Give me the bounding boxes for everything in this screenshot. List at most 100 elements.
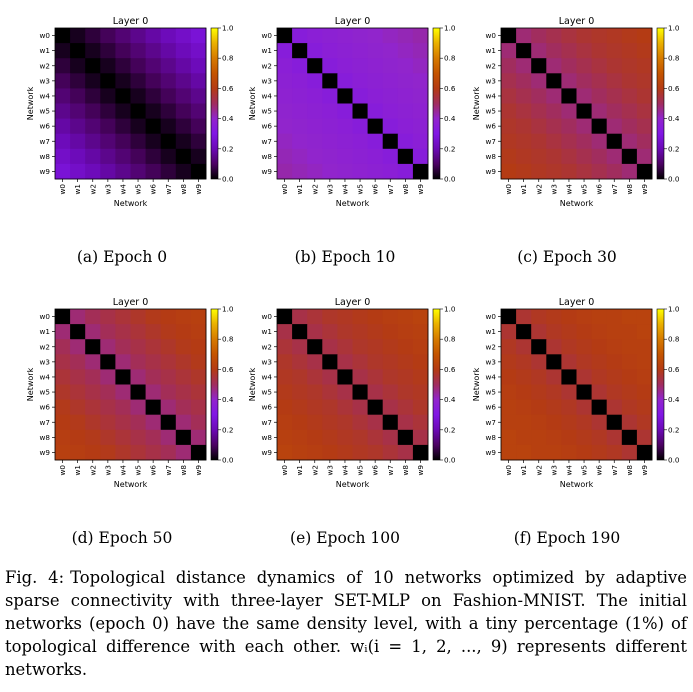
heatmap-cell-w0-w7 — [160, 28, 177, 44]
x-tick-label: w8 — [401, 184, 410, 195]
heatmap-cell-w7-w4 — [337, 133, 353, 150]
heatmap-cell-w1-w7 — [606, 324, 623, 340]
heatmap-cell-w1-w8 — [175, 43, 192, 59]
y-tick-label: w7 — [40, 137, 50, 146]
heatmap-cell-w8-w1 — [70, 148, 86, 165]
heatmap-cell-w9-w7 — [382, 163, 399, 180]
heatmap-cell-w6-w2 — [531, 118, 547, 135]
heatmap-cell-w9-w2 — [85, 444, 101, 461]
x-tick-label: w0 — [58, 184, 67, 195]
colorbar-tick-label: 0.6 — [444, 84, 456, 93]
heatmap-cell-w5-w5 — [352, 384, 368, 400]
heatmap-cell-w9-w0 — [501, 444, 517, 461]
heatmap-cell-w5-w7 — [382, 103, 399, 119]
heatmap-title: Layer 0 — [113, 297, 149, 308]
heatmap-panel-d: Layer 0 w0 w1 w2 w3 w4 w5 w6 w7 w8 w9 w0 w1 w2 w3 w4 w5 w… — [26, 297, 234, 547]
heatmap-cell-w9-w7 — [160, 444, 177, 461]
heatmap-cell-w8-w9 — [190, 148, 207, 165]
heatmap-cell-w6-w0 — [501, 118, 517, 135]
colorbar-tick-label: 0.8 — [222, 335, 234, 344]
heatmap-cell-w8-w8 — [397, 148, 414, 165]
heatmap-cell-w1-w5 — [130, 43, 146, 59]
heatmap-cell-w8-w5 — [352, 429, 368, 446]
heatmap-cell-w2-w3 — [546, 339, 562, 355]
heatmap-cell-w5-w4 — [337, 103, 353, 119]
heatmap-cell-w8-w0 — [501, 148, 517, 165]
heatmap-cell-w8-w8 — [175, 148, 192, 165]
heatmap-cell-w2-w9 — [636, 58, 653, 74]
heatmap-cell-w6-w2 — [85, 399, 101, 416]
heatmap-cell-w6-w4 — [337, 399, 353, 416]
heatmap-cell-w7-w8 — [397, 414, 414, 431]
x-tick-label: w2 — [310, 465, 319, 475]
heatmap-cell-w9-w1 — [516, 163, 532, 180]
x-tick-label: w2 — [310, 184, 319, 194]
heatmap-cell-w2-w9 — [636, 339, 653, 355]
y-tick-label: w4 — [40, 91, 51, 100]
heatmap-cell-w1-w2 — [531, 324, 547, 340]
heatmap-cell-w3-w9 — [412, 73, 429, 89]
heatmap-cell-w1-w3 — [100, 324, 116, 340]
heatmap-cell-w0-w6 — [591, 28, 608, 44]
x-tick-label: w4 — [118, 184, 127, 195]
y-tick-label: w9 — [262, 448, 273, 457]
heatmap-cell-w8-w9 — [190, 429, 207, 446]
heatmap-cell-w9-w5 — [352, 444, 368, 461]
heatmap-cell-w8-w9 — [636, 429, 653, 446]
heatmap-cell-w3-w8 — [175, 354, 192, 370]
heatmap-cell-w5-w8 — [397, 103, 414, 119]
heatmap-cell-w4-w8 — [621, 369, 638, 385]
heatmap-cell-w4-w7 — [382, 369, 399, 385]
heatmap-cell-w6-w1 — [516, 118, 532, 135]
heatmap-cell-w5-w9 — [412, 384, 429, 400]
x-tick-label: w1 — [73, 465, 82, 475]
heatmap-cell-w9-w3 — [100, 163, 116, 180]
subfigure-caption: (b) Epoch 10 — [295, 248, 396, 266]
heatmap-cell-w7-w1 — [70, 133, 86, 150]
y-axis-label: Network — [248, 367, 257, 401]
heatmap-cell-w3-w9 — [636, 73, 653, 89]
heatmap-cell-w3-w5 — [130, 354, 146, 370]
heatmap-cell-w4-w8 — [175, 88, 192, 104]
heatmap-cell-w5-w8 — [621, 103, 638, 119]
heatmap-cell-w0-w1 — [516, 28, 532, 44]
heatmap-cell-w8-w9 — [412, 148, 429, 165]
colorbar-tick-label: 0.8 — [668, 335, 680, 344]
heatmap-cell-w0-w1 — [70, 28, 86, 44]
heatmap-cell-w2-w7 — [606, 58, 623, 74]
heatmap-cell-w2-w0 — [501, 58, 517, 74]
heatmap-cell-w4-w1 — [292, 369, 308, 385]
heatmap-cell-w9-w6 — [591, 163, 608, 180]
heatmap-cell-w9-w2 — [531, 444, 547, 461]
heatmap-cell-w4-w5 — [352, 369, 368, 385]
heatmap-cell-w3-w7 — [160, 73, 177, 89]
heatmap-cell-w2-w4 — [115, 339, 131, 355]
colorbar-tick-label: 0.6 — [668, 84, 680, 93]
heatmap-cell-w1-w1 — [70, 43, 86, 59]
colorbar — [210, 27, 219, 180]
heatmap-cell-w3-w2 — [531, 73, 547, 89]
y-tick-label: w2 — [40, 61, 50, 70]
colorbar-tick-label: 0.0 — [222, 456, 234, 465]
y-tick-label: w0 — [486, 31, 497, 40]
heatmap-cell-w2-w2 — [531, 58, 547, 74]
heatmap-cell-w9-w3 — [322, 163, 338, 180]
heatmap-cell-w5-w2 — [307, 384, 323, 400]
heatmap-cell-w4-w1 — [70, 369, 86, 385]
heatmap-cell-w1-w8 — [175, 324, 192, 340]
heatmap-cell-w0-w0 — [277, 309, 293, 325]
colorbar — [210, 308, 219, 461]
heatmap-cell-w3-w3 — [100, 73, 116, 89]
heatmap-cell-w9-w7 — [606, 163, 623, 180]
heatmap-cell-w3-w7 — [382, 73, 399, 89]
heatmap-cell-w6-w3 — [322, 399, 338, 416]
heatmap-cell-w2-w5 — [352, 58, 368, 74]
heatmap-cell-w1-w7 — [382, 43, 399, 59]
heatmap-cell-w6-w9 — [412, 399, 429, 416]
heatmap-cell-w7-w2 — [307, 133, 323, 150]
heatmap-cell-w8-w2 — [531, 148, 547, 165]
y-tick-label: w5 — [40, 107, 50, 116]
heatmap-cell-w2-w4 — [337, 58, 353, 74]
heatmap-frame — [276, 27, 429, 180]
heatmap-cell-w9-w1 — [292, 444, 308, 461]
